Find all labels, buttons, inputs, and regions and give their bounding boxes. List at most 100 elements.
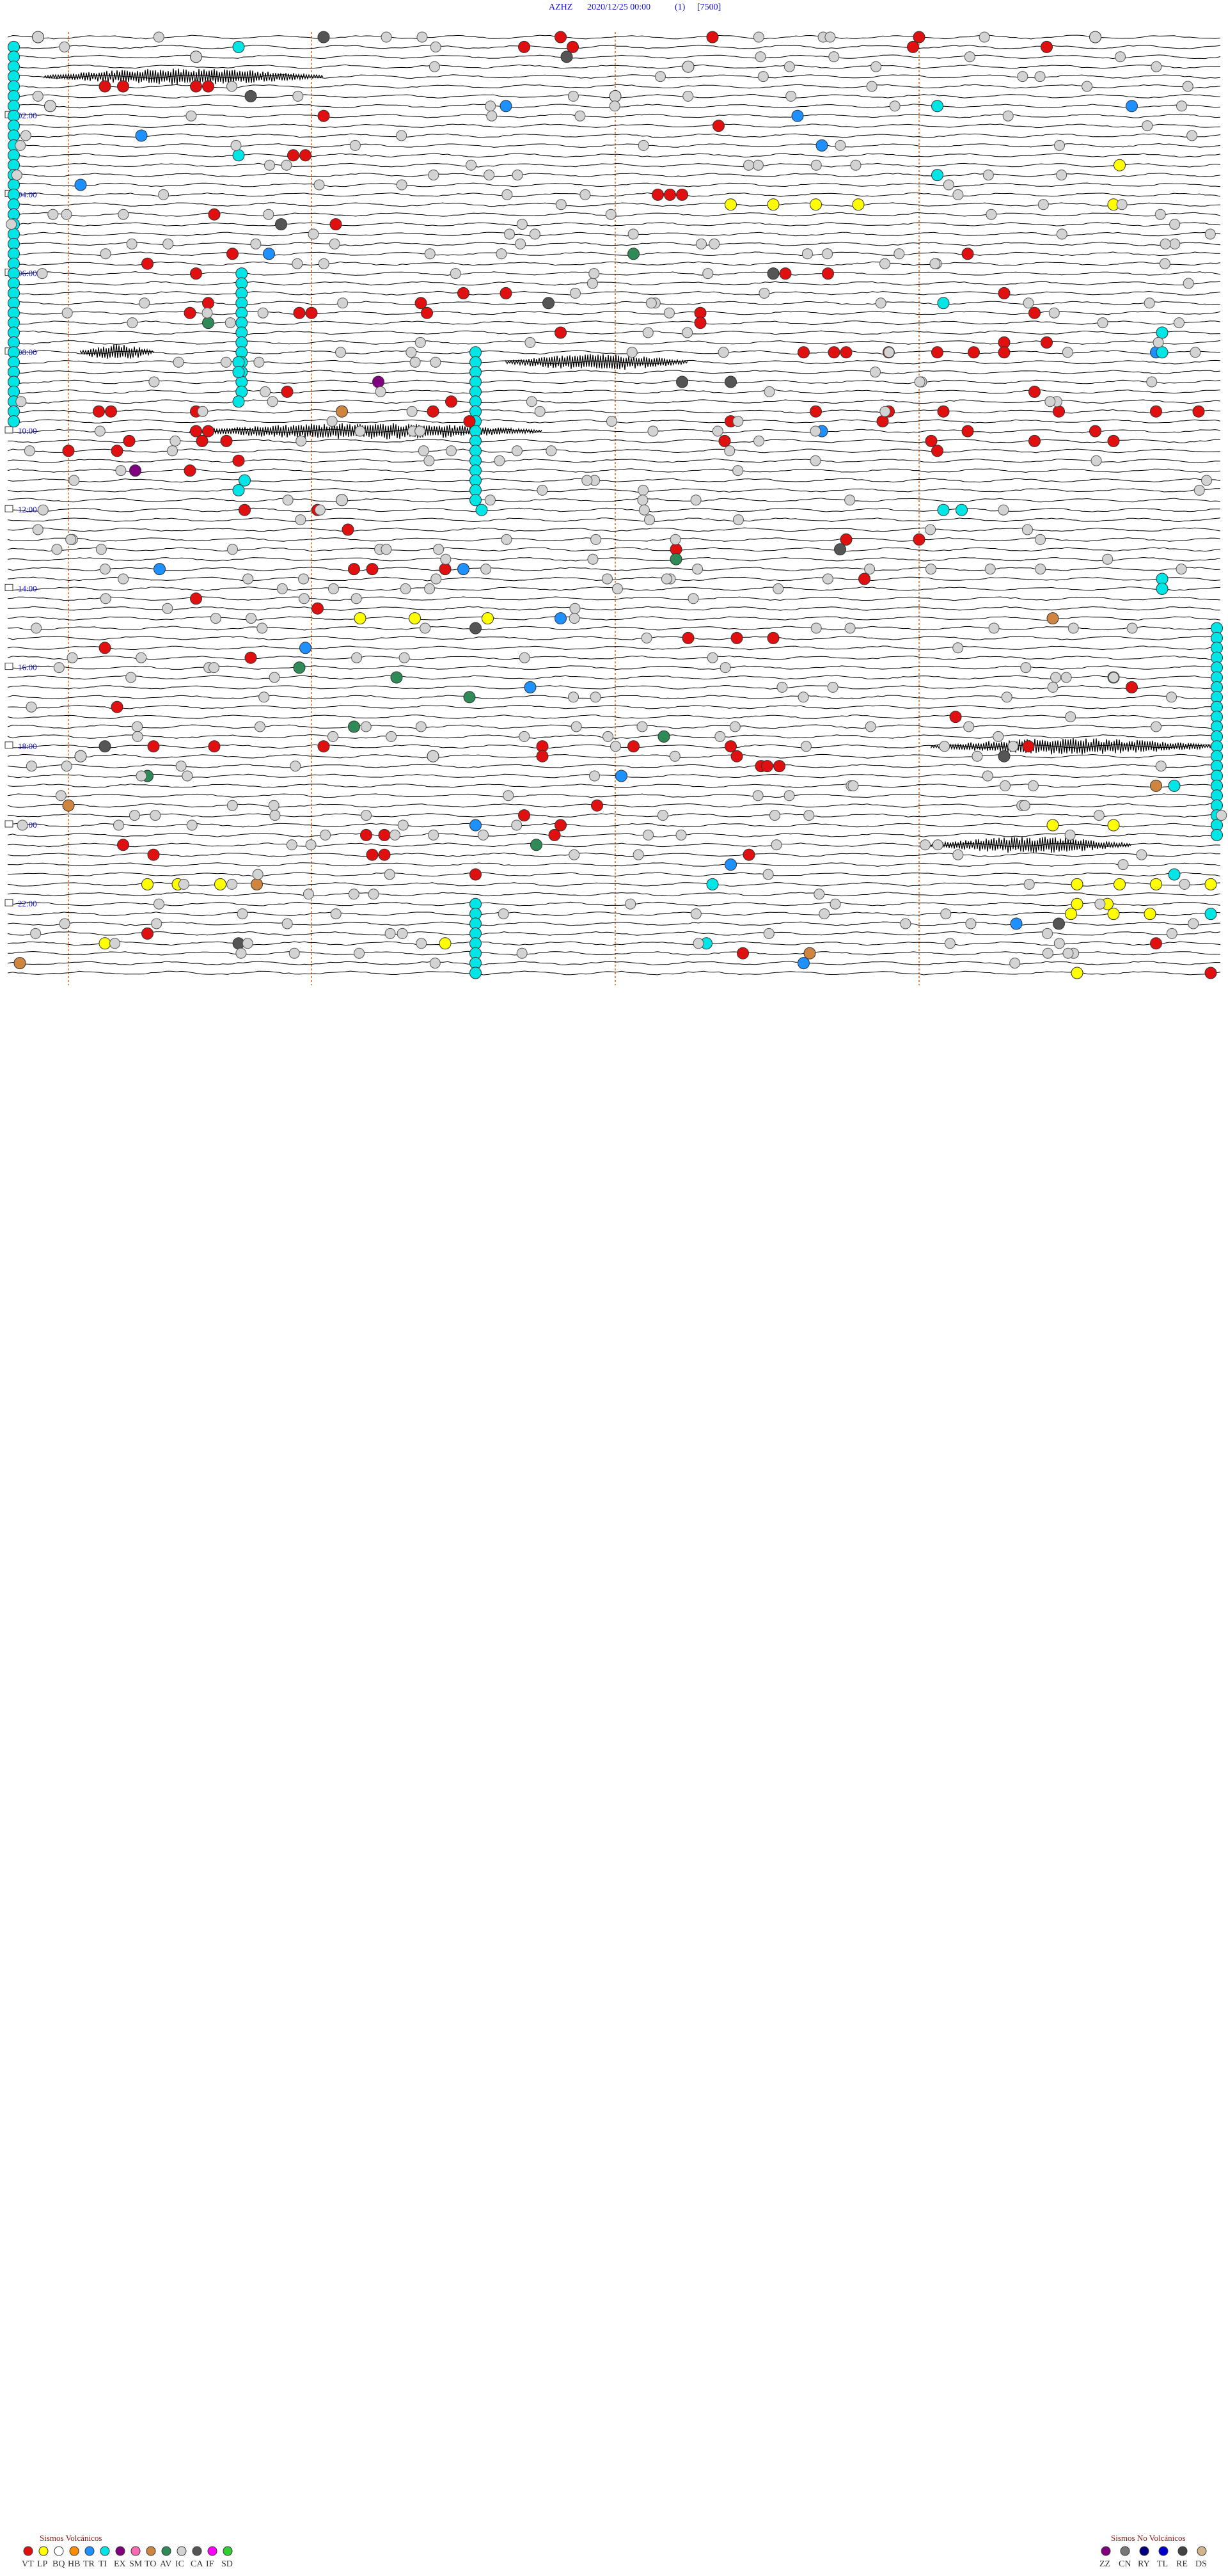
event-marker-ic — [1155, 761, 1167, 772]
event-marker-ic — [329, 238, 340, 249]
legend-swatch-sm — [130, 2546, 141, 2556]
time-label: 12:00 — [18, 505, 37, 514]
event-marker-tr — [299, 642, 311, 654]
trace-line — [7, 754, 1221, 759]
trace-line — [7, 764, 1221, 769]
trace-line — [7, 44, 1221, 49]
event-marker-ic — [26, 701, 37, 713]
seismic-burst — [189, 423, 542, 439]
legend-swatch-if — [207, 2546, 217, 2556]
event-marker-ti — [1156, 326, 1169, 339]
event-marker-ic — [1000, 780, 1011, 791]
event-marker-ic — [752, 790, 764, 802]
event-marker-ti — [232, 366, 245, 379]
event-marker-lp — [1071, 967, 1083, 979]
event-marker-ic — [314, 504, 326, 516]
event-marker-ic — [776, 681, 788, 693]
event-marker-ic — [381, 31, 392, 43]
event-marker-ic — [952, 189, 964, 200]
event-marker-ic — [783, 61, 795, 72]
event-marker-ic — [397, 819, 409, 831]
event-marker-vt — [281, 385, 294, 398]
event-marker-ic — [571, 721, 582, 732]
event-marker-ic — [327, 583, 339, 594]
legend-code-ds: DS — [1195, 2559, 1207, 2569]
event-marker-ic — [235, 947, 247, 959]
time-label-box — [4, 820, 13, 828]
trace-line — [7, 350, 1221, 355]
trace-line — [7, 823, 1221, 828]
event-marker-ic — [943, 179, 954, 191]
event-marker-ic — [298, 573, 310, 585]
event-marker-ic — [30, 928, 42, 939]
event-marker-tr — [263, 248, 275, 260]
event-marker-ic — [732, 514, 744, 526]
event-marker-ic — [516, 219, 528, 230]
event-marker-ic — [336, 494, 348, 507]
legend-code-to: TO — [145, 2559, 156, 2569]
event-marker-to — [13, 957, 26, 970]
event-marker-ic — [466, 159, 477, 171]
event-marker-ic — [154, 898, 165, 910]
event-marker-vt — [761, 760, 773, 773]
legend-non-volcanic-heading: Sismos No Volcánicos — [1111, 2533, 1186, 2543]
event-marker-ic — [162, 603, 173, 614]
event-marker-lp — [439, 937, 452, 950]
event-marker-ic — [406, 406, 418, 417]
time-label: 14:00 — [18, 583, 37, 593]
event-marker-ic — [175, 761, 187, 772]
event-marker-ic — [626, 347, 638, 358]
event-marker-ic — [254, 721, 265, 732]
event-marker-to — [62, 799, 75, 812]
time-label: 18:00 — [18, 741, 37, 751]
event-marker-ic — [250, 238, 262, 249]
unassigned-markers — [6, 31, 1227, 969]
trace-line — [7, 64, 1221, 69]
event-marker-ic — [129, 810, 140, 821]
event-marker-ic — [866, 81, 878, 92]
event-marker-ic — [638, 484, 649, 496]
trace-line — [7, 527, 1221, 532]
event-marker-ic — [609, 100, 620, 112]
event-marker-lp — [1114, 159, 1126, 171]
event-marker-vt — [536, 750, 549, 763]
event-marker-ic — [226, 800, 238, 811]
event-marker-ic — [1097, 317, 1108, 329]
event-marker-vt — [876, 415, 889, 428]
event-marker-ic — [396, 130, 407, 141]
legend-code-re: RE — [1176, 2559, 1188, 2569]
event-marker-vt — [828, 346, 840, 359]
event-marker-lp — [482, 612, 494, 625]
event-marker-ic — [743, 159, 755, 171]
event-marker-ic — [519, 652, 530, 663]
legend-code-zz: ZZ — [1099, 2559, 1110, 2569]
event-marker-vt — [931, 346, 943, 359]
event-marker-ti — [475, 503, 488, 516]
event-marker-tr — [524, 681, 537, 693]
event-marker-ic — [1044, 396, 1056, 407]
event-marker-ic — [581, 475, 593, 486]
trace-line — [7, 153, 1221, 158]
event-marker-vt — [548, 828, 561, 841]
trace-line — [7, 951, 1221, 956]
event-marker-ic — [295, 514, 306, 526]
event-marker-ic — [1037, 199, 1049, 210]
event-marker-ic — [1204, 228, 1216, 240]
event-marker-ic — [480, 564, 492, 575]
event-marker-vt — [208, 740, 221, 753]
event-marker-ic — [759, 287, 770, 299]
event-marker-ic — [1035, 564, 1046, 575]
event-marker-vt — [925, 434, 938, 447]
event-marker-vt — [961, 425, 974, 438]
event-marker-ic — [889, 100, 901, 112]
event-marker-ic — [1159, 258, 1170, 269]
event-marker-ic — [1102, 553, 1114, 565]
event-marker-vt — [694, 317, 707, 329]
seismic-burst — [80, 344, 154, 359]
event-marker-ic — [1094, 898, 1106, 910]
event-marker-ic — [1193, 484, 1205, 496]
trace-line — [7, 773, 1221, 778]
event-marker-vt — [111, 700, 123, 713]
event-marker-ca — [767, 267, 780, 280]
event-marker-ic — [609, 90, 622, 102]
